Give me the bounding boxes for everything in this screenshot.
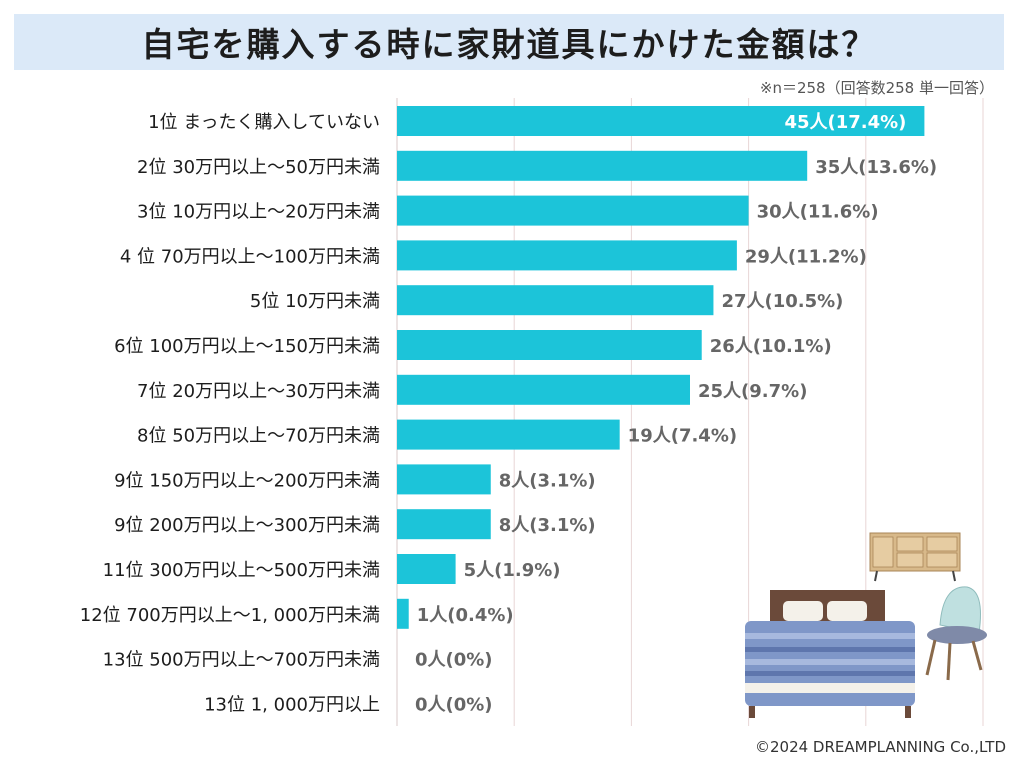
copyright: ©2024 DREAMPLANNING Co.,LTD (754, 738, 1006, 756)
sample-note: ※n＝258（回答数258 単一回答） (759, 79, 994, 97)
value-label: 30人(11.6%) (757, 202, 879, 223)
bar-4 (397, 240, 737, 271)
category-label: 8位 50万円以上～70万円未満 (137, 426, 380, 447)
bar-10 (397, 509, 491, 540)
value-label: 26人(10.1%) (710, 336, 832, 357)
value-label: 0人(0%) (415, 650, 493, 671)
title-bar: 自宅を購入する時に家財道具にかけた金額は？ (14, 14, 1004, 70)
chart-title: 自宅を購入する時に家財道具にかけた金額は？ (141, 25, 877, 64)
category-label: 4 位 70万円以上～100万円未満 (120, 246, 380, 267)
category-label: 1位 まったく購入していない (148, 112, 380, 133)
category-label: 2位 30万円以上～50万円未満 (137, 157, 380, 178)
value-label: 25人(9.7%) (698, 381, 807, 402)
category-label: 11位 300万円以上～500万円未満 (103, 560, 380, 581)
value-label: 29人(11.2%) (745, 246, 867, 267)
bar-5 (397, 285, 714, 316)
chair-icon (925, 586, 987, 681)
category-label-layer: 1位 まったく購入していない 2位 30万円以上～50万円未満 3位 10万円以上～… (80, 112, 380, 715)
value-label: 0人(0%) (415, 694, 493, 715)
bed-icon (745, 590, 915, 718)
category-label: 12位 700万円以上～1, 000万円未満 (80, 605, 380, 626)
category-label: 6位 100万円以上～150万円未満 (114, 336, 380, 357)
bar-3 (397, 195, 749, 226)
category-label: 7位 20万円以上～30万円未満 (137, 381, 380, 402)
value-label: 35人(13.6%) (815, 157, 937, 178)
bar-layer (397, 106, 925, 629)
value-label: 45人(17.4%) (784, 112, 906, 133)
value-label: 8人(3.1%) (499, 515, 596, 536)
bar-11 (397, 554, 456, 584)
category-label: 5位 10万円未満 (250, 291, 380, 312)
furniture-illustration (745, 532, 987, 718)
bar-7 (397, 374, 690, 405)
value-label: 19人(7.4%) (628, 426, 737, 447)
bar-1 (397, 106, 925, 136)
value-label: 27人(10.5%) (721, 291, 843, 312)
value-label: 1人(0.4%) (417, 605, 514, 626)
value-label: 8人(3.1%) (499, 470, 596, 491)
bar-9 (397, 464, 491, 495)
value-label-layer: 45人(17.4%) 35人(13.6%) 30人(11.6%) 29人(11.2%)… (415, 112, 937, 715)
category-label: 9位 150万円以上～200万円未満 (114, 470, 380, 491)
category-label: 13位 1, 000万円以上 (204, 694, 380, 715)
sideboard-icon (869, 532, 961, 582)
category-label: 3位 10万円以上～20万円未満 (137, 202, 380, 223)
bar-6 (397, 330, 702, 360)
category-label: 9位 200万円以上～300万円未満 (114, 515, 380, 536)
bar-8 (397, 419, 620, 450)
value-label: 5人(1.9%) (464, 560, 561, 581)
bar-2 (397, 150, 808, 181)
category-label: 13位 500万円以上～700万円未満 (103, 650, 380, 671)
bar-12 (397, 598, 409, 629)
